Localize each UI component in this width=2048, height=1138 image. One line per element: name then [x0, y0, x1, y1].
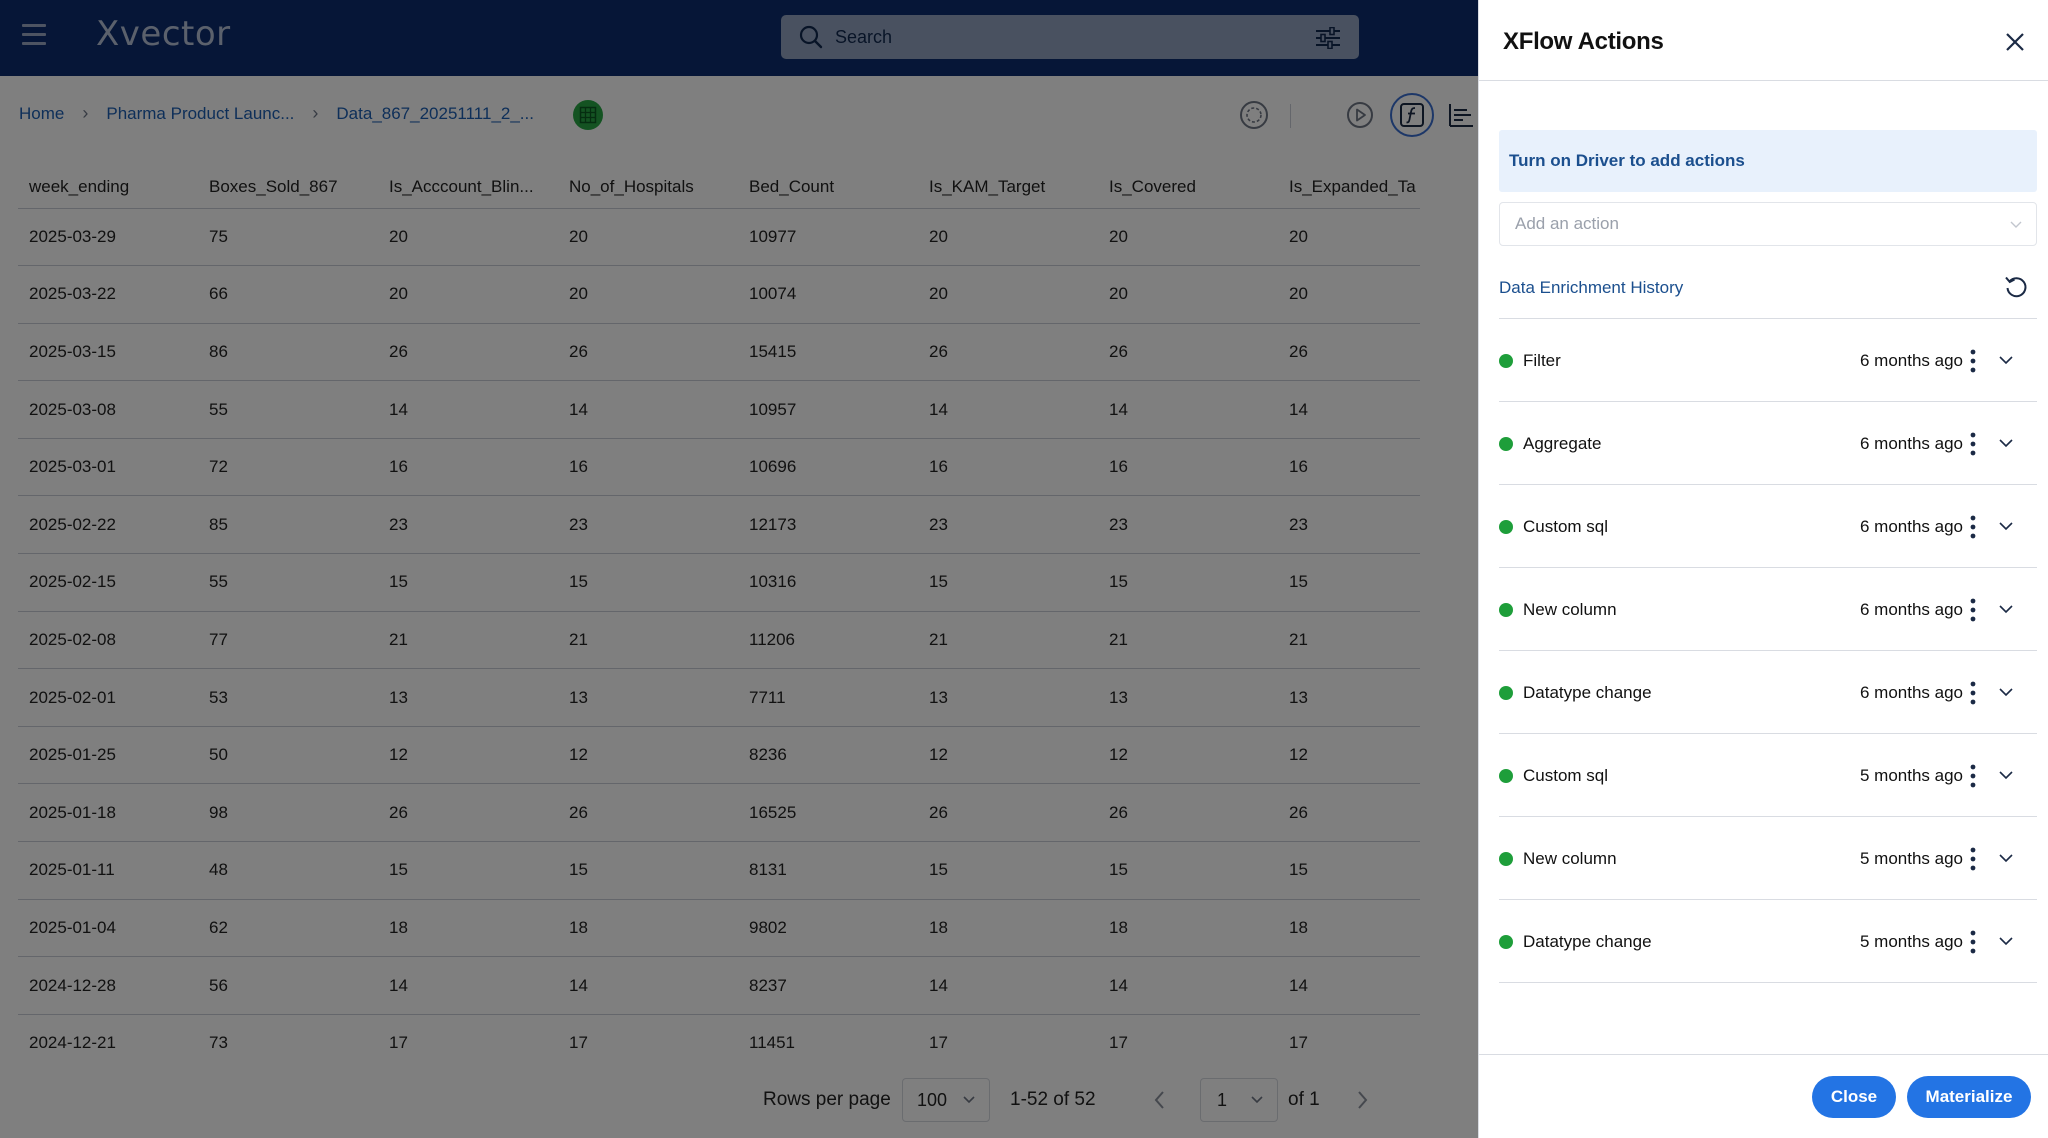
kebab-icon[interactable]: [1963, 347, 1983, 375]
chevron-down-icon[interactable]: [1997, 602, 2015, 616]
refresh-icon[interactable]: [2003, 274, 2029, 300]
history-item[interactable]: Custom sql 5 months ago: [1499, 734, 2037, 817]
kebab-icon[interactable]: [1963, 513, 1983, 541]
chevron-down-icon[interactable]: [1997, 353, 2015, 367]
history-item-time: 6 months ago: [1859, 683, 1963, 702]
status-dot: [1499, 935, 1513, 949]
status-dot: [1499, 603, 1513, 617]
close-icon[interactable]: [2003, 30, 2027, 54]
history-item-time: 6 months ago: [1859, 351, 1963, 370]
history-item[interactable]: New column 6 months ago: [1499, 568, 2037, 651]
driver-banner: Turn on Driver to add actions: [1499, 130, 2037, 192]
history-item-time: 5 months ago: [1859, 766, 1963, 785]
status-dot: [1499, 437, 1513, 451]
chevron-down-icon[interactable]: [1997, 519, 2015, 533]
history-item-time: 5 months ago: [1859, 849, 1963, 868]
chevron-down-icon[interactable]: [1997, 934, 2015, 948]
history-item-time: 5 months ago: [1859, 932, 1963, 951]
divider: [1479, 1054, 2048, 1055]
history-item-name: New column: [1523, 600, 1617, 619]
history-item-name: Custom sql: [1523, 517, 1609, 536]
panel-title: XFlow Actions: [1503, 28, 1664, 55]
chevron-down-icon[interactable]: [1997, 685, 2015, 699]
history-item-name: Datatype change: [1523, 932, 1652, 951]
add-action-select[interactable]: Add an action: [1499, 202, 2037, 246]
history-item[interactable]: Aggregate 6 months ago: [1499, 402, 2037, 485]
history-item[interactable]: Datatype change 6 months ago: [1499, 651, 2037, 734]
chevron-down-icon[interactable]: [1997, 768, 2015, 782]
history-item-name: Filter: [1523, 351, 1561, 370]
modal-backdrop[interactable]: [0, 0, 1478, 1138]
history-item-time: 6 months ago: [1859, 600, 1963, 619]
history-item-name: New column: [1523, 849, 1617, 868]
history-item[interactable]: Filter 6 months ago: [1499, 319, 2037, 402]
history-title: Data Enrichment History: [1499, 278, 1684, 297]
history-item-time: 6 months ago: [1859, 434, 1963, 453]
status-dot: [1499, 354, 1513, 368]
divider: [1479, 80, 2048, 81]
history-item[interactable]: Datatype change 5 months ago: [1499, 900, 2037, 983]
kebab-icon[interactable]: [1963, 430, 1983, 458]
chevron-down-icon[interactable]: [1997, 436, 2015, 450]
kebab-icon[interactable]: [1963, 596, 1983, 624]
kebab-icon[interactable]: [1963, 928, 1983, 956]
history-item-time: 6 months ago: [1859, 517, 1963, 536]
kebab-icon[interactable]: [1963, 845, 1983, 873]
history-item-name: Custom sql: [1523, 766, 1609, 785]
kebab-icon[interactable]: [1963, 762, 1983, 790]
status-dot: [1499, 686, 1513, 700]
materialize-button[interactable]: Materialize: [1907, 1076, 2031, 1118]
history-item[interactable]: Custom sql 6 months ago: [1499, 485, 2037, 568]
history-item-name: Datatype change: [1523, 683, 1652, 702]
close-button[interactable]: Close: [1812, 1076, 1896, 1118]
status-dot: [1499, 852, 1513, 866]
chevron-down-icon: [2010, 221, 2022, 228]
add-action-placeholder: Add an action: [1515, 214, 1619, 233]
kebab-icon[interactable]: [1963, 679, 1983, 707]
status-dot: [1499, 520, 1513, 534]
xflow-actions-panel: XFlow Actions Turn on Driver to add acti…: [1478, 0, 2048, 1138]
history-item[interactable]: New column 5 months ago: [1499, 817, 2037, 900]
history-item-name: Aggregate: [1523, 434, 1602, 453]
status-dot: [1499, 769, 1513, 783]
history-list: Filter 6 months ago Aggregate 6 months ago C…: [1499, 319, 2048, 983]
divider: [1499, 318, 2037, 319]
chevron-down-icon[interactable]: [1997, 851, 2015, 865]
